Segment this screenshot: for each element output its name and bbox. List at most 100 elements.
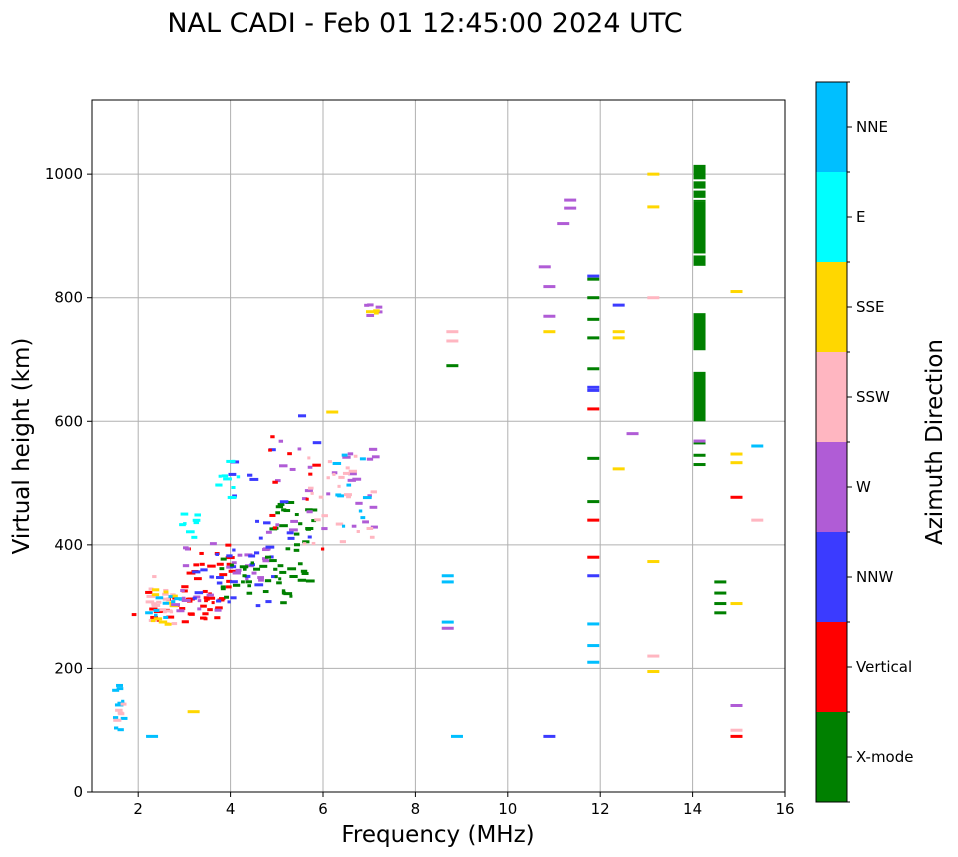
echo-mark-w	[538, 265, 551, 269]
echo-mark-ssw	[148, 587, 154, 591]
echo-mark-x-mode	[714, 580, 727, 584]
echo-mark-sse	[730, 461, 743, 465]
x-axis-ticks: 2 4 6 8 10 12 14 16	[133, 792, 795, 818]
echo-mark-sse	[151, 593, 160, 597]
echo-mark-x-mode	[241, 580, 245, 584]
echo-mark-nne	[145, 611, 153, 615]
echo-mark-nnw	[229, 565, 237, 569]
echo-mark-nnw	[612, 303, 625, 307]
echo-mark-sse	[163, 590, 169, 594]
echo-mark-nne	[121, 699, 125, 703]
echo-mark-x-mode	[714, 602, 727, 606]
echo-mark-sse	[165, 601, 173, 605]
echo-mark-x-mode	[587, 500, 600, 504]
echo-mark-vertical	[211, 601, 215, 605]
echo-mark-nnw	[215, 552, 220, 556]
echo-mark-sse	[164, 622, 172, 626]
echo-mark-w	[326, 492, 331, 496]
echo-mark-w	[235, 568, 242, 572]
colorbar-tick-label: SSW	[856, 388, 890, 406]
echo-mark-sse	[647, 172, 660, 176]
echo-mark-vertical	[228, 569, 236, 573]
echo-mark-x-mode	[305, 527, 311, 531]
echo-mark-w	[275, 523, 280, 527]
echo-mark-sse	[153, 617, 163, 621]
echo-mark-w	[371, 455, 380, 459]
echo-mark-ssw	[162, 592, 169, 596]
echo-mark-e	[227, 495, 237, 499]
echo-mark-e	[179, 523, 186, 527]
echo-mark-x-mode	[300, 569, 308, 573]
echo-mark-nne	[341, 524, 346, 528]
echo-mark-x-mode	[281, 591, 286, 595]
echo-mark-w	[244, 564, 254, 568]
echo-mark-nnw	[200, 568, 208, 572]
echo-mark-nne	[346, 483, 352, 487]
echo-mark-vertical	[186, 571, 196, 575]
echo-mark-w	[301, 497, 308, 501]
echo-mark-w	[237, 553, 243, 557]
echo-mark-x-mode	[305, 579, 315, 583]
echo-mark-ssw	[156, 600, 162, 604]
echo-mark-ssw	[151, 603, 161, 607]
echo-mark-ssw	[366, 526, 374, 530]
echo-mark-vertical	[226, 562, 232, 566]
colorbar-tick-label: W	[856, 478, 871, 496]
echo-mark-x-mode	[281, 589, 286, 593]
colorbar-tick-label: NNE	[856, 118, 888, 136]
echo-mark-vertical	[226, 579, 232, 583]
echo-mark-sse	[158, 620, 168, 624]
echo-band-x-mode	[693, 164, 706, 202]
echo-mark-nnw	[312, 441, 322, 445]
echo-mark-vertical	[181, 620, 189, 624]
echo-mark-ssw	[337, 484, 341, 488]
azimuth-colorbar: X-mode Vertical NNW W SSW SSE E NNE	[815, 81, 913, 803]
echo-mark-x-mode	[247, 584, 252, 588]
echo-mark-nne	[155, 596, 164, 600]
echo-mark-ssw	[369, 535, 375, 539]
echo-mark-x-mode	[279, 570, 287, 574]
echo-mark-ssw	[302, 542, 307, 546]
echo-mark-nnw	[265, 545, 275, 549]
echo-mark-x-mode	[289, 574, 298, 578]
column-gap	[693, 188, 706, 191]
echo-mark-nnw	[253, 551, 260, 555]
echo-mark-ssw	[338, 475, 345, 479]
x-tick-label: 4	[226, 800, 236, 818]
echo-mark-sse	[374, 311, 379, 315]
echo-mark-w	[364, 303, 370, 307]
echo-mark-nnw	[249, 563, 255, 567]
echo-mark-x-mode	[220, 585, 226, 589]
echo-mark-ssw	[446, 330, 459, 334]
echo-mark-x-mode	[246, 591, 253, 595]
echo-mark-nne	[441, 620, 454, 624]
echo-mark-ssw	[647, 654, 660, 658]
echo-mark-ssw	[332, 472, 336, 476]
echo-mark-vertical	[200, 604, 207, 608]
colorbar-segment-sse	[816, 262, 847, 352]
echo-mark-w	[564, 206, 577, 210]
echo-mark-nnw	[215, 576, 224, 580]
echo-mark-w	[261, 557, 268, 561]
echo-mark-w	[231, 561, 237, 565]
echo-mark-ssw	[647, 296, 660, 300]
echo-mark-x-mode	[587, 456, 600, 460]
echo-mark-nnw	[228, 472, 237, 476]
echo-mark-sse	[366, 310, 375, 314]
echo-mark-ssw	[162, 597, 170, 601]
echo-mark-x-mode	[219, 567, 225, 571]
echo-mark-nne	[112, 688, 120, 692]
echo-mark-vertical	[225, 556, 235, 560]
echo-mark-ssw	[166, 609, 173, 613]
echo-mark-nnw	[227, 600, 231, 604]
echo-mark-w	[348, 472, 357, 476]
echo-mark-w	[182, 564, 190, 568]
echo-mark-nnw	[254, 583, 264, 587]
echo-mark-vertical	[272, 480, 278, 484]
echo-mark-vertical	[287, 452, 292, 456]
echo-mark-x-mode	[275, 511, 281, 515]
echo-mark-x-mode	[297, 578, 307, 582]
echo-mark-vertical	[200, 616, 207, 620]
echo-mark-w	[347, 478, 356, 482]
echo-mark-w	[331, 471, 338, 475]
